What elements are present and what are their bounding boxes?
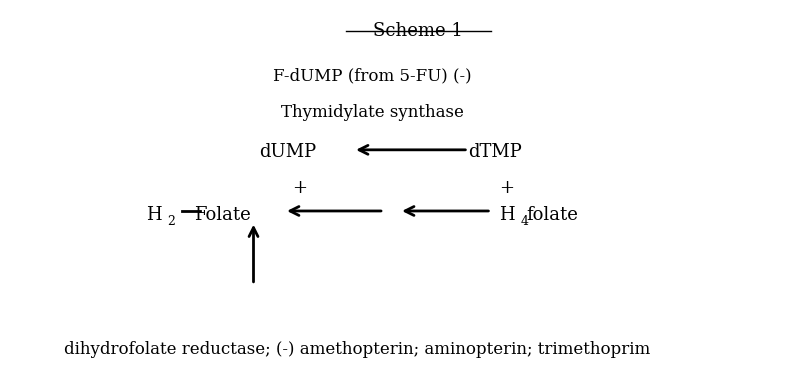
Text: dTMP: dTMP bbox=[468, 143, 522, 160]
Text: dihydrofolate reductase; (-) amethopterin; aminopterin; trimethoprim: dihydrofolate reductase; (-) amethopteri… bbox=[64, 341, 650, 358]
Text: H: H bbox=[146, 206, 162, 224]
Text: Scheme 1: Scheme 1 bbox=[373, 22, 463, 40]
Text: folate: folate bbox=[526, 206, 579, 224]
Text: 2: 2 bbox=[168, 215, 176, 228]
Text: +: + bbox=[499, 178, 514, 197]
Text: Thymidylate synthase: Thymidylate synthase bbox=[281, 103, 463, 121]
Text: 4: 4 bbox=[520, 215, 528, 228]
Text: F-dUMP (from 5-FU) (-): F-dUMP (from 5-FU) (-) bbox=[273, 68, 472, 85]
Text: Folate: Folate bbox=[194, 206, 251, 224]
Text: +: + bbox=[292, 178, 307, 197]
Text: H: H bbox=[499, 206, 514, 224]
Text: dUMP: dUMP bbox=[260, 143, 317, 160]
